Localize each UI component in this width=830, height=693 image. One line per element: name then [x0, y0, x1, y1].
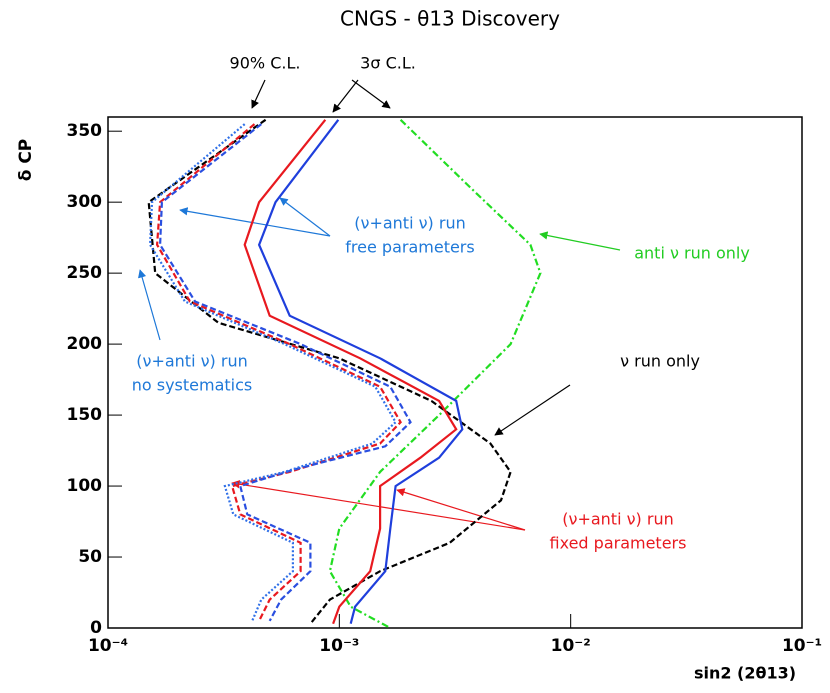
x-axis-label: sin2 (2θ13) — [694, 664, 796, 683]
x-tick-label: 10⁻⁴ — [88, 636, 128, 656]
annotation: no systematics — [132, 376, 253, 395]
series-line — [147, 118, 512, 625]
x-tick-label: 10⁻² — [551, 636, 591, 656]
series-line — [257, 119, 464, 624]
arrow — [138, 269, 161, 341]
arrow — [251, 79, 266, 109]
y-axis-label: δ CP — [16, 139, 36, 182]
series-line — [155, 123, 402, 622]
annotation: (ν+anti ν) run — [136, 352, 247, 371]
chart-title: CNGS - θ13 Discovery — [340, 7, 560, 31]
annotation: free parameters — [345, 238, 474, 257]
annotation: 3σ C.L. — [360, 54, 416, 73]
arrow — [396, 488, 526, 531]
series-line — [328, 119, 542, 629]
annotation: (ν+anti ν) run — [354, 214, 465, 233]
arrow — [332, 79, 359, 113]
annotation: ν run only — [620, 352, 700, 371]
annotation: anti ν run only — [634, 244, 750, 263]
annotation: (ν+anti ν) run — [562, 510, 673, 529]
y-tick-label: 300 — [67, 192, 103, 212]
arrow — [179, 207, 331, 237]
arrow — [351, 79, 391, 109]
y-tick-label: 200 — [67, 334, 103, 354]
y-tick-label: 50 — [78, 547, 102, 567]
x-tick-label: 10⁻¹ — [782, 636, 822, 656]
y-tick-label: 100 — [67, 476, 103, 496]
y-tick-label: 150 — [67, 405, 103, 425]
arrow — [494, 384, 571, 436]
y-tick-label: 350 — [67, 121, 103, 141]
plot-frame — [107, 116, 803, 629]
arrow — [279, 197, 331, 237]
y-tick-label: 0 — [90, 618, 102, 638]
y-tick-label: 250 — [67, 263, 103, 283]
series-line — [158, 123, 412, 622]
annotation: 90% C.L. — [230, 54, 301, 73]
arrow — [539, 231, 621, 251]
x-tick-label: 10⁻³ — [319, 636, 359, 656]
annotation: fixed parameters — [550, 534, 687, 553]
arrow — [231, 480, 526, 531]
series-line — [243, 119, 458, 625]
arrows — [138, 79, 621, 531]
